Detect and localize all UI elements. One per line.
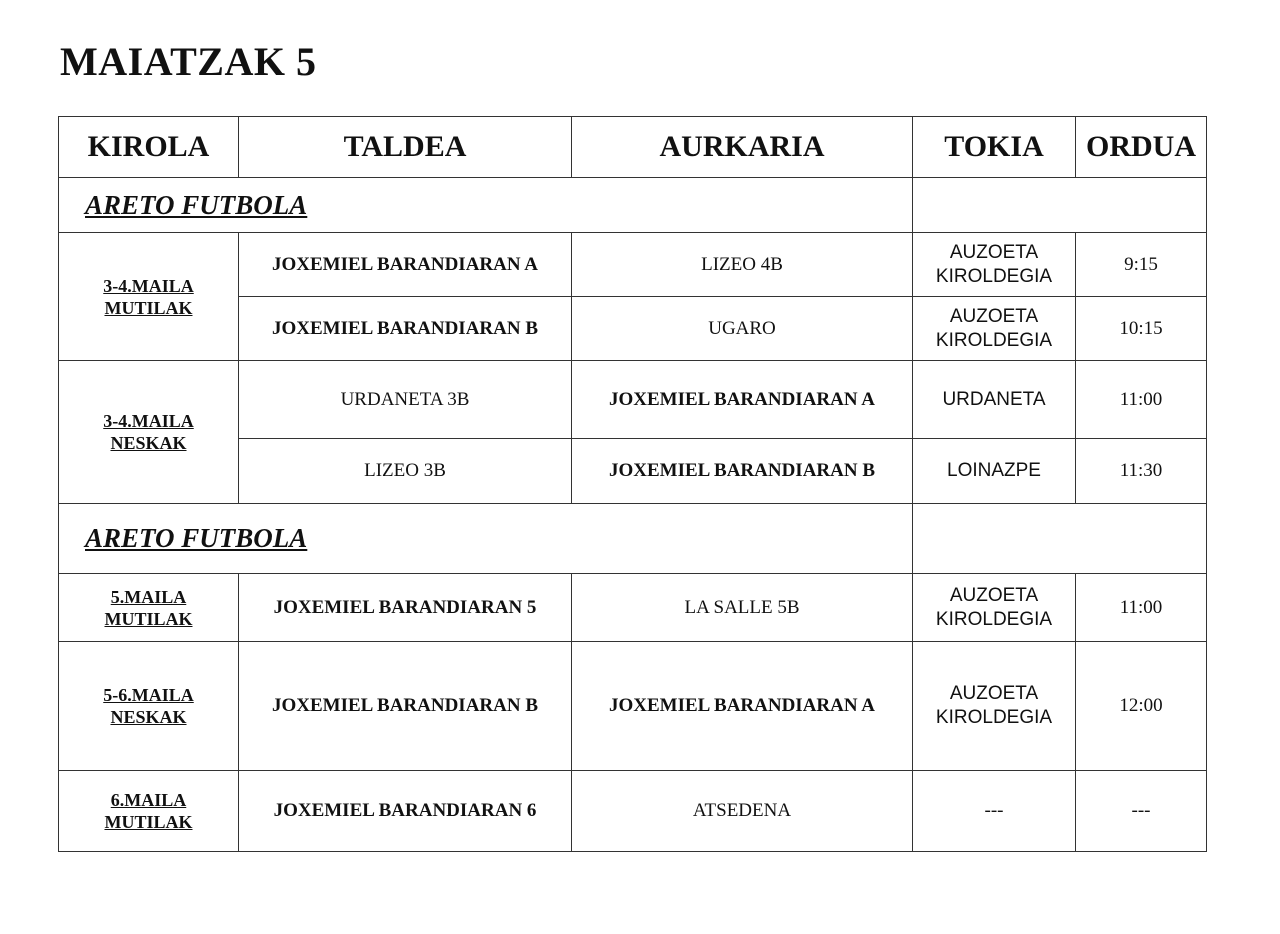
place-cell: AUZOETA KIROLDEGIA: [912, 573, 1076, 642]
table-row: 5-6.MAILA NESKAK JOXEMIEL BARANDIARAN B J…: [58, 641, 1207, 771]
category-cell: 6.MAILA MUTILAK: [58, 770, 239, 852]
time-cell: 11:00: [1075, 573, 1207, 642]
opponent-cell: LIZEO 4B: [571, 232, 913, 297]
section-row: ARETO FUTBOLA: [58, 177, 1207, 233]
team-cell: JOXEMIEL BARANDIARAN B: [238, 641, 572, 771]
table-row: JOXEMIEL BARANDIARAN B UGARO AUZOETA KIRO…: [59, 296, 1207, 361]
time-cell: 12:00: [1075, 641, 1207, 771]
header-aurkaria: AURKARIA: [571, 116, 913, 178]
time-cell: 11:30: [1075, 438, 1207, 504]
place-cell: AUZOETA KIROLDEGIA: [912, 296, 1076, 361]
header-row: KIROLA TALDEA AURKARIA TOKIA ORDUA: [58, 116, 1207, 178]
table-row: 3-4.MAILA NESKAK URDANETA 3B JOXEMIEL BAR…: [58, 360, 1207, 504]
opponent-cell: UGARO: [571, 296, 913, 361]
category-cell: 5-6.MAILA NESKAK: [58, 641, 239, 771]
team-cell: LIZEO 3B: [238, 438, 572, 504]
team-cell: URDANETA 3B: [238, 360, 572, 439]
category-level: 3-4.MAILA: [103, 411, 194, 431]
opponent-cell: JOXEMIEL BARANDIARAN A: [571, 360, 913, 439]
header-tokia: TOKIA: [912, 116, 1076, 178]
category-level: 6.MAILA: [110, 790, 187, 810]
category-level: 5.MAILA: [110, 586, 187, 607]
section-title: ARETO FUTBOLA: [58, 503, 913, 574]
place-line: AUZOETA: [949, 584, 1039, 606]
table-row: 5.MAILA MUTILAK JOXEMIEL BARANDIARAN 5 LA…: [58, 573, 1207, 642]
opponent-cell: JOXEMIEL BARANDIARAN B: [571, 438, 913, 504]
opponent-cell: ATSEDENA: [571, 770, 913, 852]
time-cell: 11:00: [1075, 360, 1207, 439]
table-row: 6.MAILA MUTILAK JOXEMIEL BARANDIARAN 6 AT…: [58, 770, 1207, 852]
time-cell: 9:15: [1075, 232, 1207, 297]
time-cell: ---: [1075, 770, 1207, 852]
place-line: AUZOETA: [949, 683, 1039, 704]
category-cell: 3-4.MAILA MUTILAK: [58, 232, 239, 361]
header-taldea: TALDEA: [238, 116, 572, 178]
schedule-table: KIROLA TALDEA AURKARIA TOKIA ORDUA ARETO…: [58, 116, 1207, 852]
table-row: 3-4.MAILA MUTILAK JOXEMIEL BARANDIARAN A …: [58, 232, 1207, 361]
header-ordua: ORDUA: [1075, 116, 1207, 178]
category-cell: 3-4.MAILA NESKAK: [58, 360, 239, 504]
time-cell: 10:15: [1075, 296, 1207, 361]
place-line: KIROLDEGIA: [935, 707, 1053, 728]
header-kirola: KIROLA: [58, 116, 239, 178]
place-cell: LOINAZPE: [912, 438, 1076, 504]
section-row: ARETO FUTBOLA: [58, 503, 1207, 574]
opponent-cell: JOXEMIEL BARANDIARAN A: [571, 641, 913, 771]
category-gender: NESKAK: [110, 433, 187, 453]
place-line: AUZOETA: [949, 241, 1039, 263]
empty-cell: [912, 503, 1207, 574]
place-line: AUZOETA: [949, 305, 1039, 327]
place-cell: URDANETA: [912, 360, 1076, 439]
empty-cell: [912, 177, 1207, 233]
opponent-cell: LA SALLE 5B: [571, 573, 913, 642]
place-cell: AUZOETA KIROLDEGIA: [912, 232, 1076, 297]
page-title: MAIATZAK 5: [60, 39, 317, 84]
category-level: 5-6.MAILA: [103, 685, 194, 705]
category-gender: MUTILAK: [104, 297, 193, 318]
category-cell: 5.MAILA MUTILAK: [58, 573, 239, 642]
category-gender: NESKAK: [110, 707, 187, 727]
place-cell: ---: [912, 770, 1076, 852]
category-gender: MUTILAK: [104, 608, 193, 629]
team-cell: JOXEMIEL BARANDIARAN 5: [238, 573, 572, 642]
category-gender: MUTILAK: [104, 812, 193, 832]
place-line: KIROLDEGIA: [935, 265, 1053, 287]
place-cell: AUZOETA KIROLDEGIA: [912, 641, 1076, 771]
place-line: KIROLDEGIA: [935, 608, 1053, 630]
team-cell: JOXEMIEL BARANDIARAN 6: [238, 770, 572, 852]
place-line: KIROLDEGIA: [935, 329, 1053, 351]
category-level: 3-4.MAILA: [103, 275, 194, 296]
team-cell: JOXEMIEL BARANDIARAN A: [238, 232, 572, 297]
section-title: ARETO FUTBOLA: [58, 177, 913, 233]
table-row: LIZEO 3B JOXEMIEL BARANDIARAN B LOINAZPE…: [59, 438, 1207, 504]
team-cell: JOXEMIEL BARANDIARAN B: [238, 296, 572, 361]
